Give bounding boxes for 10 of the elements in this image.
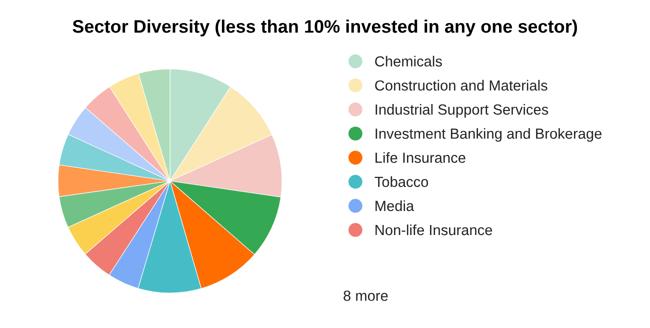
legend-label: Investment Banking and Brokerage — [376, 128, 602, 142]
legend-label: Life Insurance — [376, 152, 466, 163]
legend-label: Industrial Support Services — [376, 104, 548, 118]
legend-label: Tobacco — [374, 176, 428, 188]
legend-label: Non-life Insurance — [376, 224, 492, 236]
text: 8 more — [344, 290, 388, 301]
legend-label: Media — [376, 200, 414, 212]
chart-title: Sector Diversity (less than 10% invested in any one sector) — [72, 20, 577, 36]
legend-label: Chemicals — [375, 56, 442, 67]
legend-label: Construction and Materials — [375, 80, 548, 91]
